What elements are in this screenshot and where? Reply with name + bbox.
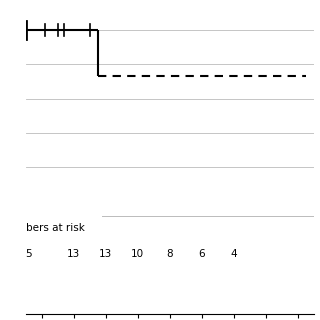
Text: 10: 10 (131, 249, 144, 259)
Text: 13: 13 (67, 249, 80, 259)
Text: 5: 5 (26, 249, 32, 259)
Text: 13: 13 (99, 249, 112, 259)
Text: 4: 4 (230, 249, 237, 259)
Text: 8: 8 (166, 249, 173, 259)
Text: bers at risk: bers at risk (26, 223, 84, 233)
Text: 6: 6 (198, 249, 205, 259)
